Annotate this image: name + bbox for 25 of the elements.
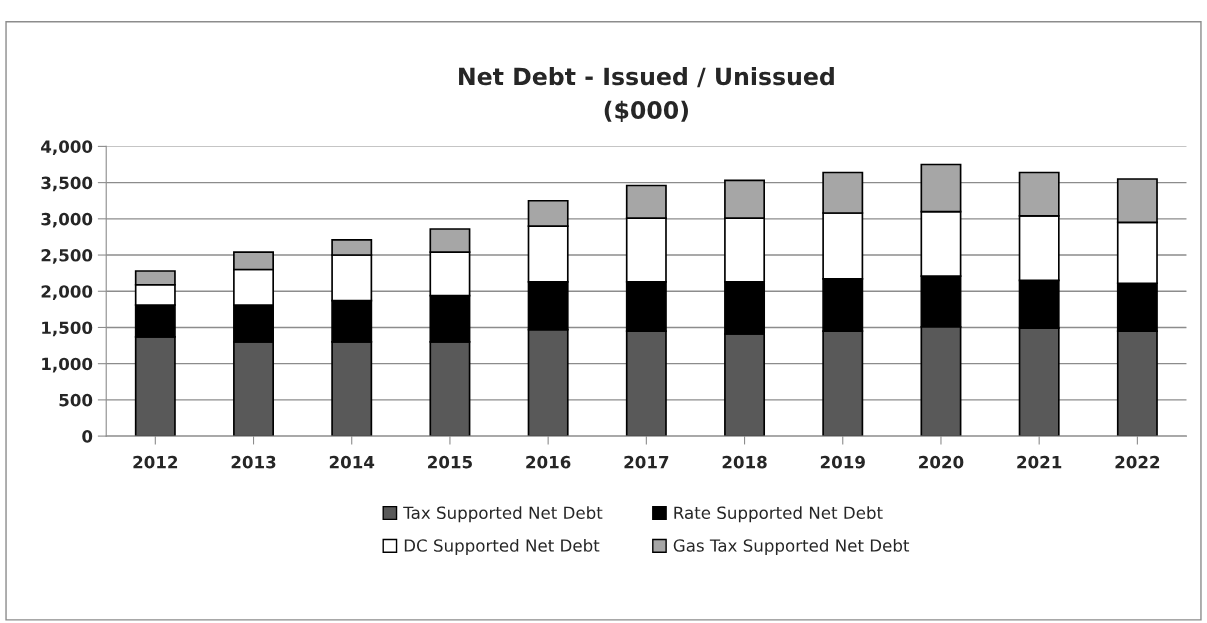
x-tick-label: 2017 bbox=[624, 455, 669, 469]
y-tick-label: 0 bbox=[82, 430, 93, 443]
x-tick-label: 2020 bbox=[919, 455, 964, 469]
y-tick-label: 2,000 bbox=[41, 285, 93, 300]
y-tick-label: 3,000 bbox=[41, 212, 93, 228]
y-tick-label: 3,500 bbox=[41, 176, 93, 192]
x-tick-label: 2012 bbox=[133, 455, 178, 469]
x-tick-label: 2019 bbox=[820, 455, 865, 469]
legend-label: Rate Supported Net Debt bbox=[674, 506, 883, 523]
y-tick-label: 1,500 bbox=[42, 321, 93, 337]
y-tick-label: 4,000 bbox=[41, 140, 93, 156]
legend-label: Gas Tax Supported Net Debt bbox=[673, 538, 910, 556]
x-tick-label: 2018 bbox=[722, 455, 767, 469]
y-tick-label: 2,500 bbox=[41, 249, 93, 264]
x-tick-label: 2014 bbox=[329, 455, 375, 469]
y-tick-label: 500 bbox=[59, 393, 93, 407]
chart-title: Net Debt - Issued / Unissued ($000) bbox=[459, 67, 834, 123]
legend-label: Tax Supported Net Debt bbox=[403, 506, 603, 523]
x-tick-label: 2013 bbox=[231, 455, 276, 469]
x-tick-label: 2021 bbox=[1017, 455, 1062, 469]
legend-label: DC Supported Net Debt bbox=[404, 538, 600, 556]
y-tick-label: 1,000 bbox=[42, 357, 93, 373]
x-tick-label: 2016 bbox=[526, 455, 571, 469]
x-tick-label: 2022 bbox=[1115, 455, 1160, 469]
x-tick-label: 2015 bbox=[428, 455, 472, 469]
